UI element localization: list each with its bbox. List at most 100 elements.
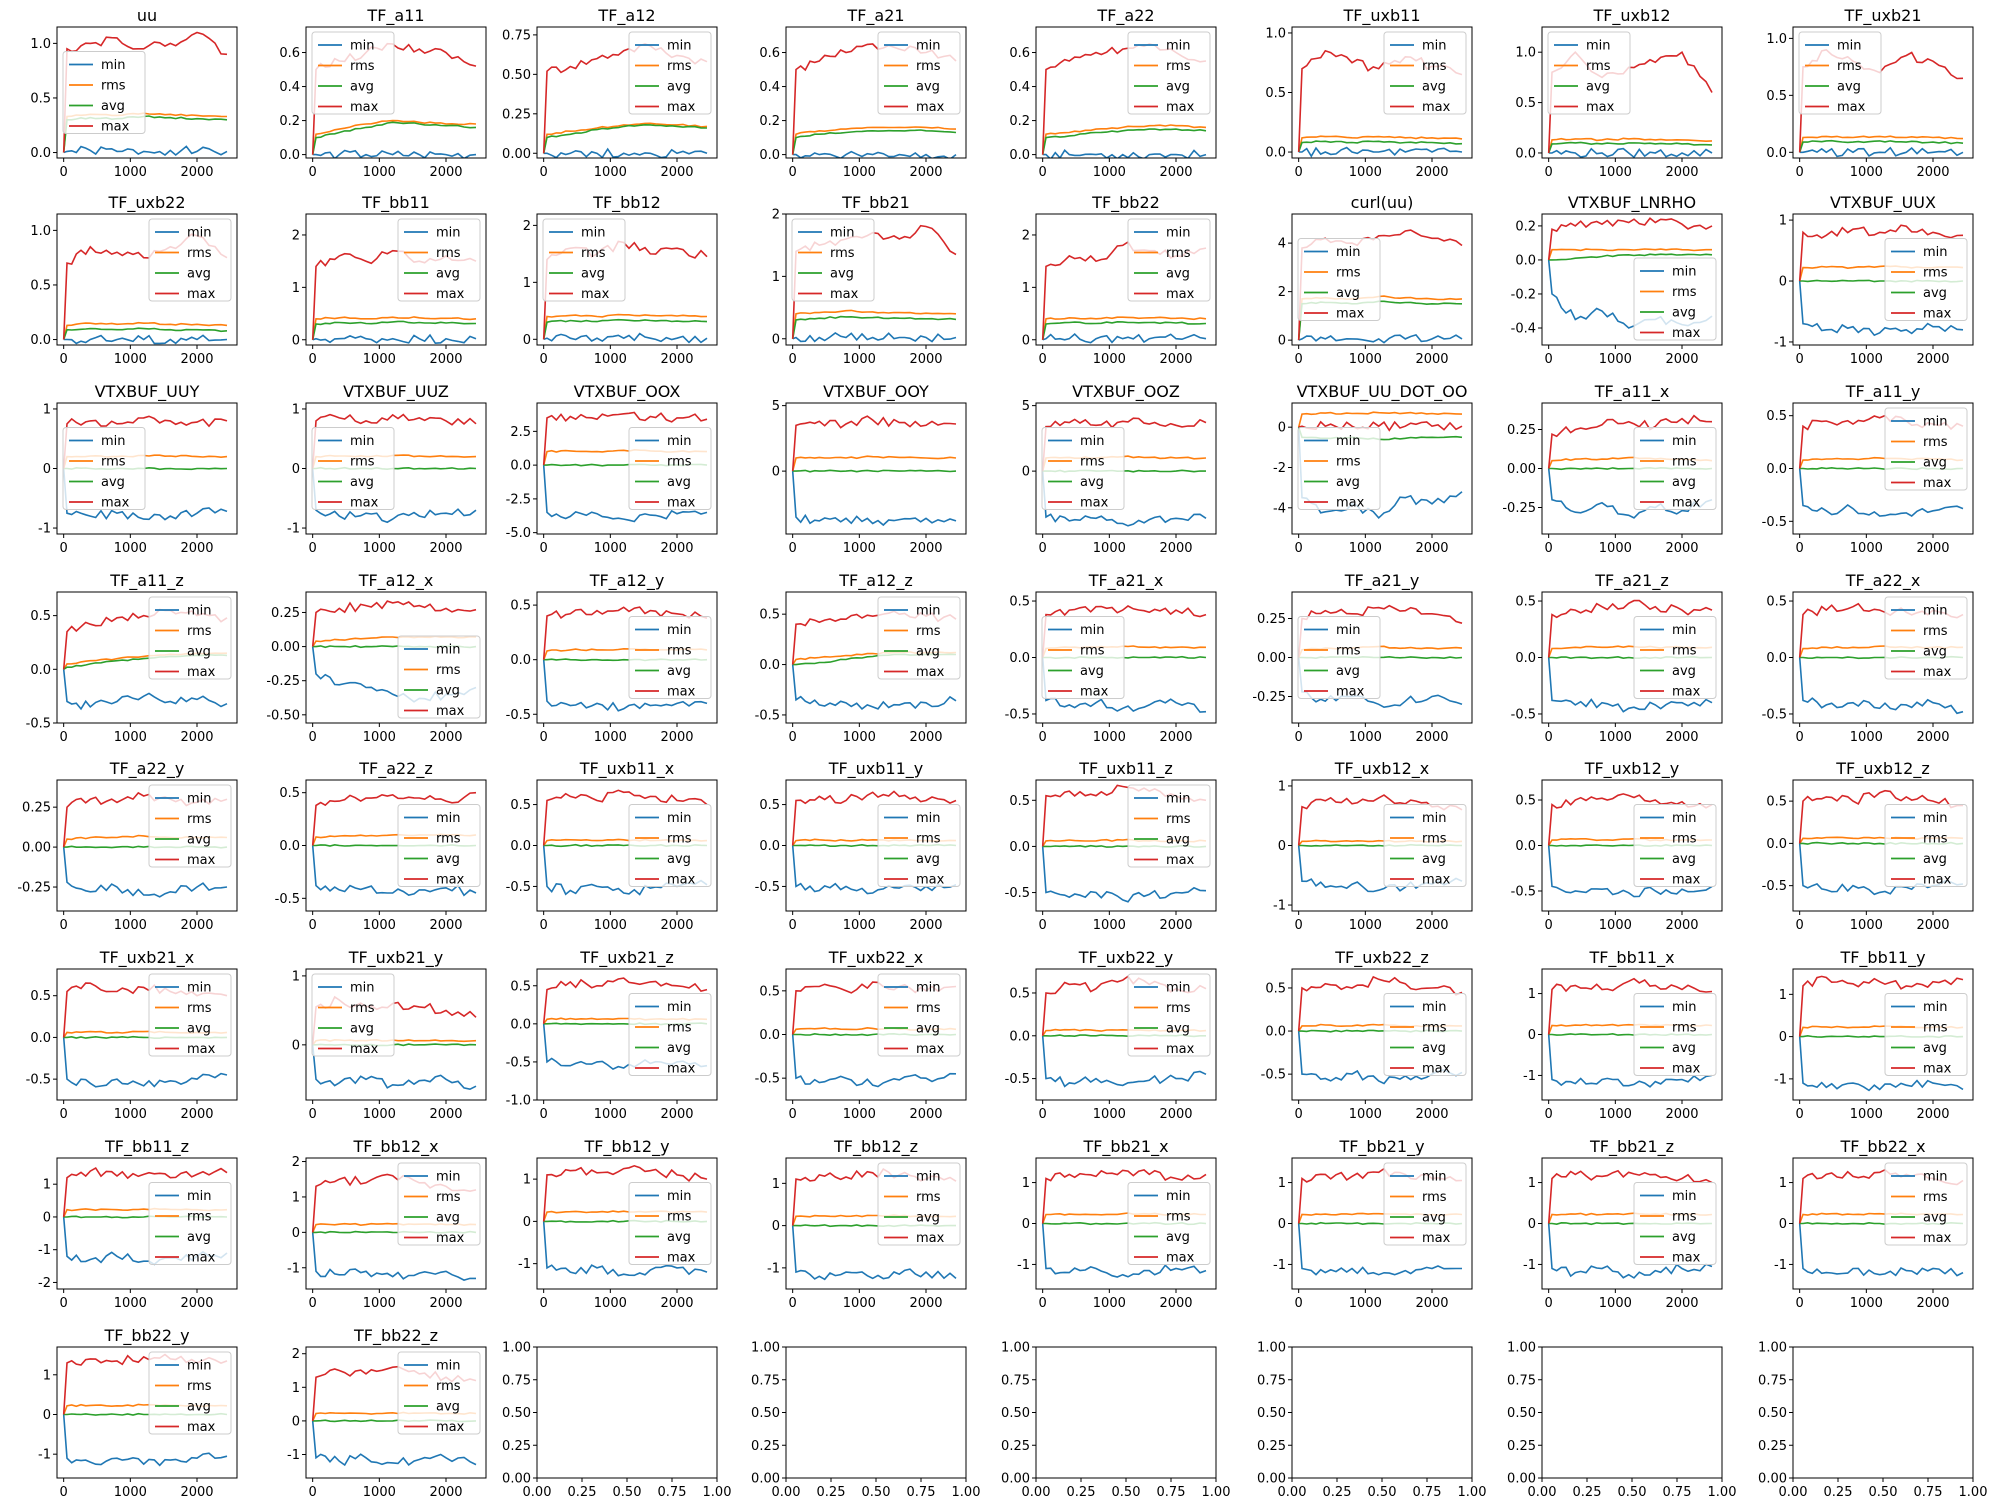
legend-label-min: min <box>1080 623 1105 638</box>
subplot: TF_uxb11_z -0.5 0.0 0.5 0 1000 2000 min rms avg ma… <box>1005 759 1217 933</box>
subplot: TF_bb21_x -1 0 1 0 1000 2000 min rms avg max <box>1017 1137 1217 1311</box>
legend-label-avg: avg <box>916 80 940 95</box>
axes-frame <box>1035 968 1217 1101</box>
y-tick-label: 2 <box>292 1155 300 1170</box>
legend: min rms avg max <box>1884 804 1968 888</box>
y-tick-label: 0 <box>1528 1028 1536 1043</box>
legend-label-min: min <box>1923 811 1948 826</box>
legend-label-max: max <box>1336 496 1365 511</box>
subplot: TF_bb12_y -1 0 1 0 1000 2000 min rms avg max <box>518 1137 718 1311</box>
axes-frame <box>56 213 238 346</box>
x-tick-label: 1.00 <box>1202 1485 1231 1500</box>
legend-label-rms: rms <box>1672 644 1697 659</box>
y-tick-label: 0.50 <box>1001 1406 1030 1421</box>
legend-label-min: min <box>101 434 126 449</box>
series-max-line <box>791 790 957 846</box>
y-tick-label: -0.5 <box>506 880 531 895</box>
legend-box <box>148 596 232 680</box>
x-tick-label: 0 <box>60 1296 68 1311</box>
y-tick-label: 0.5 <box>510 979 531 994</box>
y-tick-label: 0.2 <box>1515 219 1536 234</box>
x-tick-label: 0 <box>1545 352 1553 367</box>
x-tick-label: 0 <box>309 165 317 180</box>
axes-frame <box>1035 402 1217 535</box>
subplot-title: TF_uxb22_z <box>1334 948 1429 968</box>
legend-box <box>397 1162 481 1246</box>
x-tick-label: 1000 <box>843 1296 876 1311</box>
legend-box <box>877 804 961 887</box>
legend-label-max: max <box>1837 100 1866 115</box>
y-tick-label: 0.00 <box>1001 1472 1030 1487</box>
y-tick-label: -0.5 <box>506 708 531 723</box>
y-tick-label: 0.5 <box>759 608 780 623</box>
subplot-title: TF_uxb21_x <box>99 948 195 968</box>
x-tick-label: 0.50 <box>1112 1485 1141 1500</box>
x-tick-label: 1000 <box>1349 541 1382 556</box>
subplot-title: VTXBUF_UU_DOT_OO <box>1297 382 1468 402</box>
y-tick-label: 1.00 <box>1507 1341 1536 1356</box>
y-tick-label: 1 <box>1779 214 1787 229</box>
y-tick-label: 1.0 <box>30 37 51 52</box>
series-rms-line <box>1798 135 1964 153</box>
x-tick-label: 2000 <box>909 1296 942 1311</box>
series-avg-line <box>1548 253 1713 261</box>
y-tick-label: -0.5 <box>506 1055 531 1070</box>
x-tick-label: 0 <box>540 541 548 556</box>
subplot: TF_bb12_x -1 0 1 2 0 1000 2000 min rms avg max <box>287 1137 487 1311</box>
legend: min rms avg max <box>397 1162 481 1246</box>
legend-box <box>1633 804 1717 887</box>
y-tick-label: -0.5 <box>1762 515 1787 530</box>
legend-label-min: min <box>1672 1000 1697 1015</box>
legend: min rms avg max <box>1297 427 1381 511</box>
x-tick-label: 0.00 <box>1278 1485 1307 1500</box>
y-tick-label: 1 <box>43 1368 51 1383</box>
y-tick-label: 0.5 <box>1265 86 1286 101</box>
x-tick-label: 0.75 <box>1663 1485 1692 1500</box>
x-tick-label: 1000 <box>843 918 876 933</box>
x-tick-label: 1000 <box>363 1485 396 1500</box>
legend-box <box>311 31 395 115</box>
legend-label-max: max <box>1672 1062 1701 1077</box>
x-tick-label: 0 <box>60 918 68 933</box>
subplot-title: TF_a22_y <box>109 759 185 779</box>
subplot: TF_bb12_z -1 0 1 0 1000 2000 min rms avg max <box>767 1137 967 1311</box>
subplot: 0.00 0.25 0.50 0.75 1.00 0.00 0.25 0.50 0.75 1.00 <box>1758 1341 1987 1500</box>
legend-box <box>1127 218 1211 302</box>
legend-label-min: min <box>187 792 212 807</box>
series-min-line <box>1042 333 1207 344</box>
y-tick-label: 0.75 <box>1257 1373 1286 1388</box>
x-tick-label: 1000 <box>1599 918 1632 933</box>
legend-label-avg: avg <box>350 475 374 490</box>
y-tick-label: 0 <box>772 1219 780 1234</box>
subplot-title: TF_a12_y <box>589 571 665 591</box>
legend-label-min: min <box>916 39 941 54</box>
legend-label-rms: rms <box>916 59 941 74</box>
y-tick-label: 1.00 <box>502 1341 531 1356</box>
legend-label-rms: rms <box>436 246 461 261</box>
x-tick-label: 1000 <box>594 730 627 745</box>
legend-label-max: max <box>187 287 216 302</box>
legend-box <box>397 1351 481 1435</box>
series-rms-line <box>542 122 708 154</box>
legend-label-min: min <box>581 226 606 241</box>
x-tick-label: 0 <box>789 730 797 745</box>
y-tick-label: 0.75 <box>502 28 531 43</box>
y-tick-label: 0.0 <box>510 653 531 668</box>
legend-label-min: min <box>1923 1170 1948 1185</box>
y-tick-label: 1 <box>523 276 531 291</box>
legend-box <box>397 635 481 719</box>
x-tick-label: 0 <box>309 918 317 933</box>
x-tick-label: 0 <box>540 1296 548 1311</box>
subplot: 0.00 0.25 0.50 0.75 1.00 0.00 0.25 0.50 0.75 1.00 <box>1001 1341 1230 1500</box>
series-max-line <box>62 415 228 469</box>
x-tick-label: 2000 <box>429 541 462 556</box>
subplot-title: TF_bb22_x <box>1839 1137 1925 1157</box>
y-tick-label: 2 <box>292 1347 300 1362</box>
legend-box <box>62 427 146 510</box>
subplot: 0.00 0.25 0.50 0.75 1.00 0.00 0.25 0.50 0.75 1.00 <box>751 1341 980 1500</box>
x-tick-label: 0 <box>789 918 797 933</box>
subplot: VTXBUF_OOX -5.0 -2.5 0.0 2.5 0 1000 2000 min rms a… <box>506 382 718 556</box>
legend: min rms avg max <box>148 973 232 1057</box>
legend-label-rms: rms <box>1336 266 1361 281</box>
subplot: TF_a22_x -0.5 0.0 0.5 0 1000 2000 min rms avg max <box>1762 571 1974 745</box>
